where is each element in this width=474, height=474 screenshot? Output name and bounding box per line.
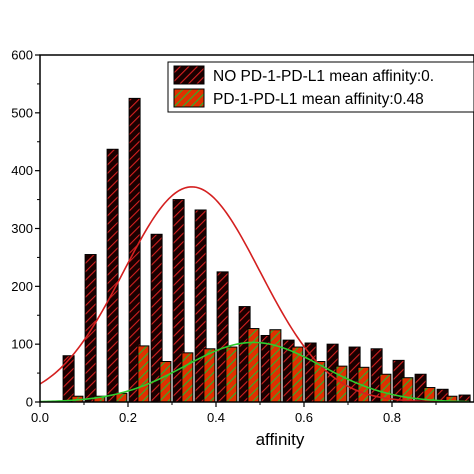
bar-series-1-8 bbox=[247, 328, 260, 402]
bar-series-1-17 bbox=[445, 395, 458, 402]
y-tick-label-0: 0 bbox=[26, 395, 33, 410]
bar-series-1-16 bbox=[423, 387, 436, 402]
bar-series-1-1 bbox=[93, 395, 106, 402]
y-tick-label-4: 400 bbox=[11, 163, 33, 178]
legend-swatch-series-0 bbox=[173, 65, 205, 85]
y-axis: 0 100 200 300 400 500 600 bbox=[11, 48, 40, 410]
bar-series-0-6 bbox=[194, 209, 207, 402]
bar-series-1-6 bbox=[203, 348, 216, 402]
bar-series-1-9 bbox=[269, 329, 282, 402]
bar-series-1-3 bbox=[137, 345, 150, 402]
y-tick-label-5: 500 bbox=[11, 105, 33, 120]
y-tick-label-2: 200 bbox=[11, 279, 33, 294]
fit-curve-0 bbox=[40, 186, 469, 402]
bar-series-0-0 bbox=[62, 355, 75, 402]
y-tick-label-1: 100 bbox=[11, 337, 33, 352]
legend-swatch-series-1 bbox=[173, 88, 205, 108]
bar-series-1-12 bbox=[335, 365, 348, 402]
bar-series-1-7 bbox=[225, 346, 238, 402]
x-tick-label-0: 0.0 bbox=[31, 410, 49, 425]
x-tick-label-4: 0.8 bbox=[383, 410, 401, 425]
x-tick-label-1: 0.2 bbox=[119, 410, 137, 425]
y-tick-label-6: 600 bbox=[11, 48, 33, 63]
x-tick-label-3: 0.6 bbox=[295, 410, 313, 425]
bars-layer bbox=[62, 97, 471, 402]
bar-series-0-1 bbox=[84, 254, 97, 402]
fit-curve-1 bbox=[40, 341, 470, 402]
x-axis-title: affinity bbox=[256, 430, 305, 449]
legend-box bbox=[167, 61, 474, 113]
legend: NO PD-1-PD-L1 mean affinity:0. PD-1-PD-L… bbox=[167, 61, 474, 113]
legend-label-series-0: NO PD-1-PD-L1 mean affinity:0. bbox=[213, 68, 434, 85]
bar-series-0-5 bbox=[172, 199, 185, 402]
bar-series-1-5 bbox=[181, 352, 194, 402]
x-axis: 0.0 0.2 0.4 0.6 0.8 bbox=[31, 402, 437, 425]
y-tick-label-3: 300 bbox=[11, 221, 33, 236]
bar-series-1-4 bbox=[159, 361, 172, 402]
bar-series-0-2 bbox=[106, 148, 119, 402]
bar-series-0-7 bbox=[216, 271, 229, 402]
legend-label-series-1: PD-1-PD-L1 mean affinity:0.48 bbox=[213, 91, 424, 108]
bar-series-0-4 bbox=[150, 233, 163, 402]
curves-layer bbox=[40, 186, 470, 402]
x-tick-label-2: 0.4 bbox=[207, 410, 225, 425]
